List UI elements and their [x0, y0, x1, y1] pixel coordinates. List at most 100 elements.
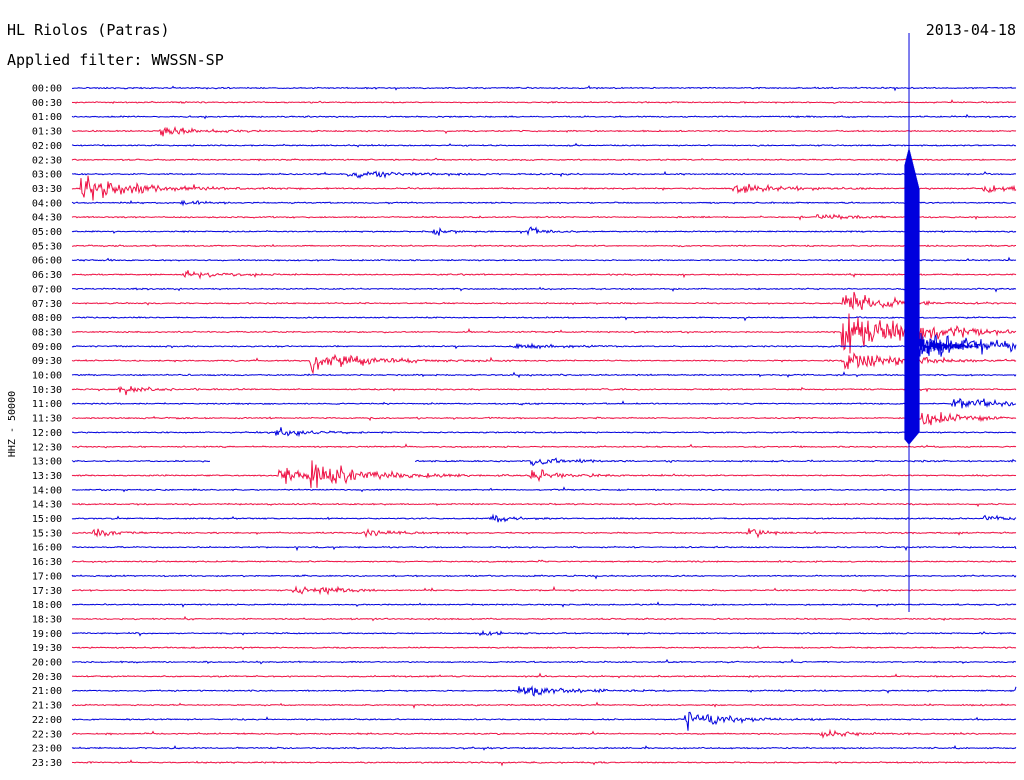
trace-row-1300: [71, 457, 1017, 467]
trace-row-2100: [71, 685, 1017, 697]
row-time-label: 02:00: [32, 141, 62, 152]
row-time-label: 07:30: [32, 299, 62, 310]
trace-row-0700: [71, 286, 1017, 293]
trace-row-0800: [71, 315, 1017, 322]
trace-row-2230: [71, 728, 1017, 739]
row-time-label: 09:30: [32, 356, 62, 367]
row-time-label: 04:30: [32, 213, 62, 224]
trace-row-1800: [71, 601, 1017, 608]
row-time-labels: 00:00 00:30 01:00 01:30 02:00 02:30 03:00 03:30…: [32, 84, 62, 769]
station-title: HL Riolos (Patras): [7, 21, 170, 39]
trace-row-1700: [71, 574, 1017, 580]
row-time-label: 10:00: [32, 371, 62, 382]
row-time-label: 14:00: [32, 485, 62, 496]
trace-row-0300: [72, 170, 1016, 179]
row-time-label: 15:00: [32, 514, 62, 525]
trace-row-2130: [71, 701, 1017, 710]
trace-row-0200: [71, 142, 1017, 148]
row-time-label: 20:30: [32, 672, 62, 683]
row-time-label: 05:00: [32, 227, 62, 238]
filter-label: Applied filter: WWSSN-SP: [7, 51, 224, 69]
row-time-label: 15:30: [32, 528, 62, 539]
trace-row-2200: [71, 711, 1017, 731]
row-time-label: 18:00: [32, 600, 62, 611]
trace-row-0230: [71, 157, 1017, 162]
trace-row-1030: [71, 385, 1017, 396]
seismic-traces: [71, 33, 1017, 767]
row-time-label: 09:00: [32, 342, 62, 353]
row-time-label: 14:30: [32, 500, 62, 511]
trace-row-0500: [71, 226, 1017, 237]
row-time-label: 21:30: [32, 701, 62, 712]
trace-row-1630: [71, 559, 1017, 564]
row-time-label: 07:00: [32, 284, 62, 295]
row-time-label: 03:00: [32, 170, 62, 181]
trace-row-1600: [71, 545, 1017, 552]
trace-row-1000: [71, 371, 1017, 379]
large-event-trace: [904, 148, 920, 445]
trace-row-2000: [71, 658, 1017, 665]
row-time-label: 01:00: [32, 112, 62, 123]
row-time-label: 13:00: [32, 457, 62, 468]
trace-row-0000: [71, 85, 1017, 92]
trace-row-0130: [71, 125, 1017, 137]
row-time-label: 08:00: [32, 313, 62, 324]
row-time-label: 04:00: [32, 198, 62, 209]
trace-row-1930: [71, 645, 1017, 651]
row-time-label: 12:00: [32, 428, 62, 439]
trace-row-1730: [71, 585, 1017, 596]
row-time-label: 21:00: [32, 686, 62, 697]
row-time-label: 23:00: [32, 744, 62, 755]
row-time-label: 05:30: [32, 241, 62, 252]
row-time-label: 00:00: [32, 84, 62, 95]
row-time-label: 12:30: [32, 442, 62, 453]
trace-row-1200: [71, 427, 1017, 438]
trace-row-0730: [72, 291, 1017, 311]
trace-row-0430: [71, 213, 1016, 221]
row-time-label: 02:30: [32, 155, 62, 166]
row-time-label: 19:30: [32, 643, 62, 654]
row-time-label: 16:30: [32, 557, 62, 568]
trace-row-0600: [71, 256, 1017, 262]
row-time-label: 16:00: [32, 543, 62, 554]
row-time-label: 01:30: [32, 127, 62, 138]
row-time-label: 22:30: [32, 729, 62, 740]
trace-row-1900: [71, 629, 1017, 637]
row-time-label: 17:00: [32, 571, 62, 582]
trace-row-1330: [71, 460, 1017, 488]
trace-row-1530: [72, 528, 1017, 539]
trace-row-1100: [71, 397, 1017, 409]
trace-row-2300: [71, 745, 1017, 751]
row-time-label: 13:30: [32, 471, 62, 482]
trace-row-1130: [71, 412, 1017, 426]
date-label: 2013-04-18: [925, 21, 1016, 39]
row-time-label: 03:30: [32, 184, 62, 195]
trace-row-0100: [71, 113, 1017, 120]
row-time-label: 18:30: [32, 614, 62, 625]
trace-row-1400: [71, 486, 1017, 493]
row-time-label: 19:00: [32, 629, 62, 640]
row-time-label: 06:30: [32, 270, 62, 281]
row-time-label: 00:30: [32, 98, 62, 109]
trace-row-0330: [71, 175, 1017, 201]
trace-row-0030: [71, 99, 1017, 105]
trace-row-0400: [71, 199, 1016, 207]
peak-burst: [908, 335, 979, 365]
trace-row-0900: [71, 332, 1017, 364]
row-time-label: 06:00: [32, 256, 62, 267]
trace-row-0830: [71, 313, 1017, 354]
trace-row-1830: [71, 615, 1017, 622]
trace-row-2330: [71, 759, 1017, 767]
trace-row-1230: [71, 443, 1017, 449]
row-time-label: 10:30: [32, 385, 62, 396]
row-time-label: 20:00: [32, 658, 62, 669]
trace-row-1500: [71, 513, 1017, 523]
trace-row-0630: [71, 270, 1017, 280]
row-time-label: 22:00: [32, 715, 62, 726]
trace-row-1430: [71, 502, 1017, 508]
trace-row-0530: [71, 243, 1016, 248]
row-time-label: 11:00: [32, 399, 62, 410]
trace-row-2030: [71, 672, 1017, 679]
row-time-label: 08:30: [32, 327, 62, 338]
